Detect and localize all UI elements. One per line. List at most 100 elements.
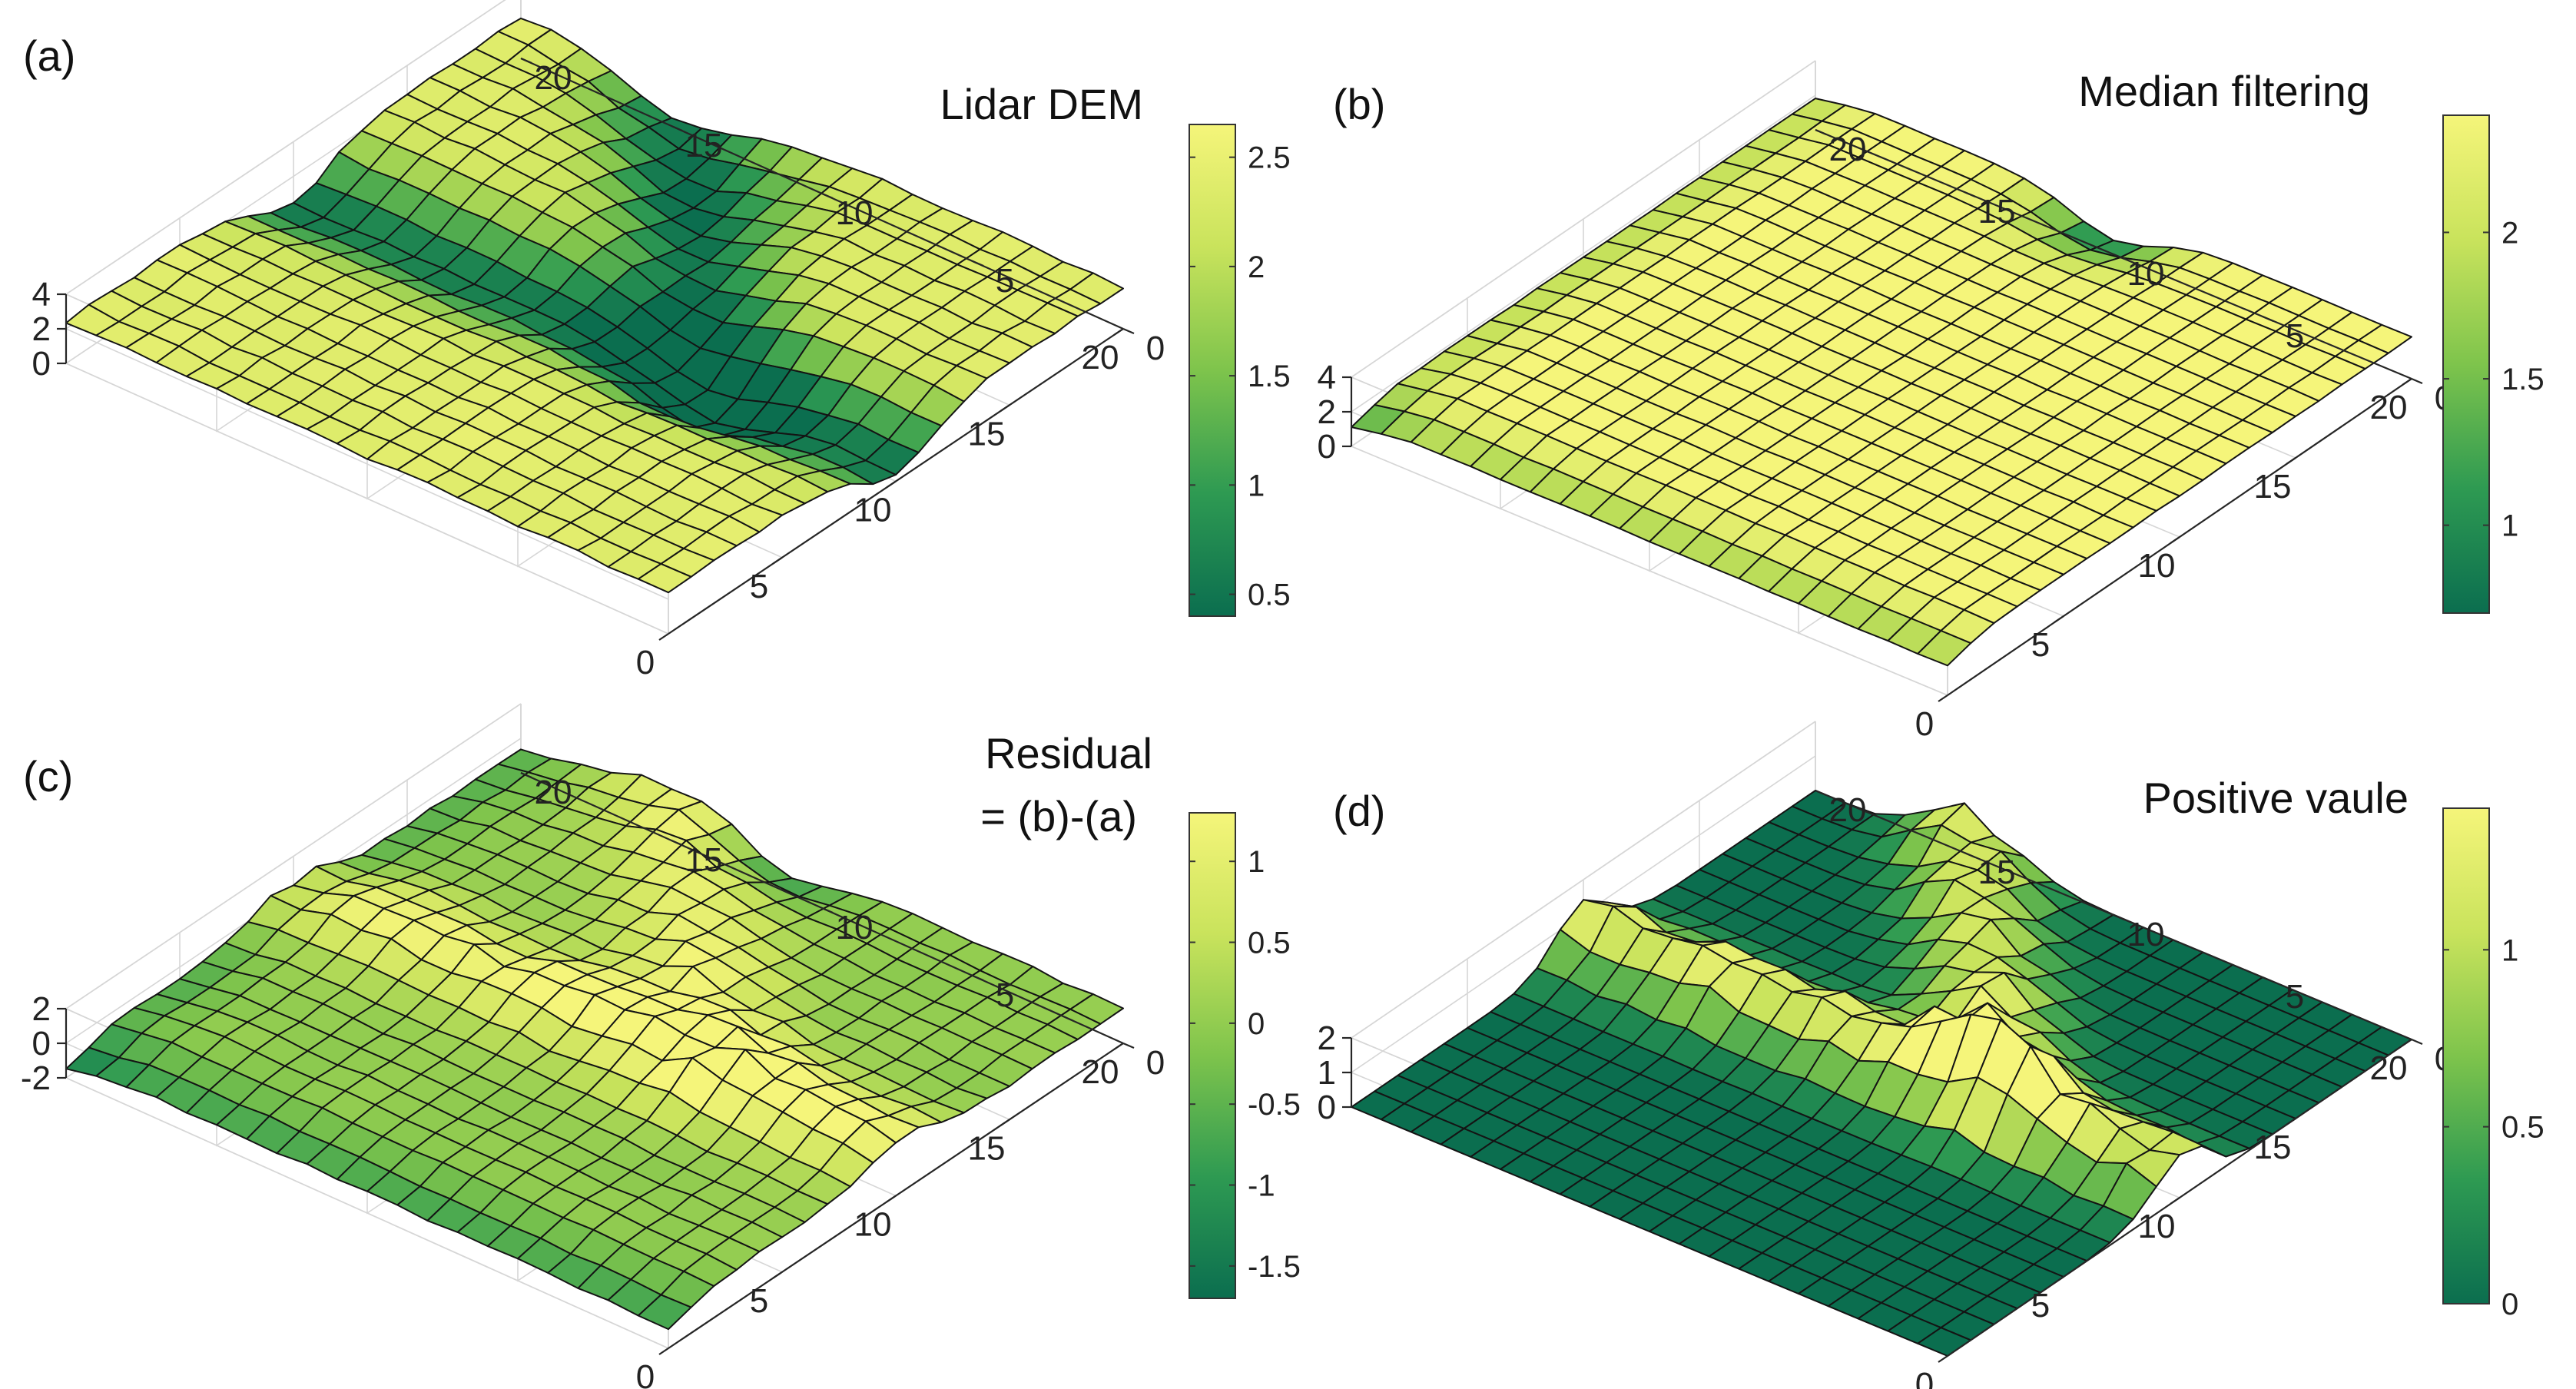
panel-c-colorbar-tick-label: 0.5 xyxy=(1248,927,1291,960)
panel-c-y-tick-label: 15 xyxy=(685,841,723,879)
panel-b-colorbar-tick-label: 1.5 xyxy=(2501,363,2545,396)
panel-a-x-tick-label: 5 xyxy=(750,568,768,605)
panel-c-x-ticks: 20 15 10 5 0 xyxy=(636,1043,1124,1389)
panel-c-colorbar-tick-label: -1 xyxy=(1248,1169,1275,1203)
panel-b-colorbar-fill xyxy=(2443,115,2489,613)
panel-c-colorbar-tick-label: 1 xyxy=(1248,845,1265,879)
panel-a-y-tick-label: 0 xyxy=(1146,330,1165,367)
panel-d-x-tick-label: 0 xyxy=(1915,1366,1934,1389)
panel-c-x-tick-label: 20 xyxy=(1082,1053,1119,1091)
panel-d-y-tick-label: 20 xyxy=(1829,791,1867,829)
panel-b-title: Median filtering xyxy=(2078,67,2370,115)
panel-a-colorbar-tick-label: 2 xyxy=(1248,250,1265,284)
panel-b-surface-facet xyxy=(1917,630,1972,667)
panel-b-x-tick-label: 10 xyxy=(2138,547,2176,585)
panel-c-z-tick-label: 0 xyxy=(32,1025,51,1062)
panel-d-z-tick-label: 0 xyxy=(1318,1089,1336,1126)
panel-a-title: Lidar DEM xyxy=(940,80,1143,128)
panel-c-y-tick-mark xyxy=(671,839,683,847)
panel-c-y-tick-label: 10 xyxy=(836,909,874,946)
panel-c-x-tick-label: 5 xyxy=(750,1282,768,1320)
panel-b-x-ticks: 20 15 10 5 0 xyxy=(1915,378,2412,743)
panel-a-z-tick-label: 0 xyxy=(32,345,51,383)
panel-b-colorbar-tick-label: 1 xyxy=(2501,509,2518,543)
panel-c-y-tick-label: 5 xyxy=(996,976,1014,1014)
panel-c-colorbar-tick-label: -0.5 xyxy=(1248,1088,1301,1122)
panel-a-x-tick-mark xyxy=(772,556,783,565)
panel-d-colorbar-tick-label: 1 xyxy=(2501,933,2518,967)
panel-d-x-tick-mark xyxy=(1938,1355,1948,1363)
panel-c-label: (c) xyxy=(23,752,73,801)
panel-a-colorbar-frame xyxy=(1189,124,1236,617)
panel-a-y-tick-label: 20 xyxy=(535,59,572,97)
panel-c-z-tick-label: 2 xyxy=(32,990,51,1028)
panel-a-x-tick-mark xyxy=(886,480,897,489)
panel-b-y-tick-label: 20 xyxy=(1829,131,1867,168)
panel-b-x-tick-mark xyxy=(2286,457,2296,465)
panel-c-title-line-2: = (b)-(a) xyxy=(980,792,1137,840)
panel-a-y-tick-mark xyxy=(972,260,984,267)
panel-d-x-tick-label: 15 xyxy=(2254,1129,2292,1166)
panel-d-colorbar-tick-label: 0 xyxy=(2501,1288,2518,1321)
panel-b-y-tick-label: 5 xyxy=(2286,317,2304,355)
panel-a-colorbar-tick-label: 1 xyxy=(1248,469,1265,502)
panel-d-y-tick-label: 10 xyxy=(2127,916,2165,953)
panel-c-z-ticks: -202 xyxy=(21,990,66,1097)
panel-a-y-tick-label: 5 xyxy=(996,262,1014,300)
panel-d-y-tick-label: 15 xyxy=(1978,854,2016,891)
panel-a-y-tick-label: 15 xyxy=(685,127,723,164)
panel-c-x-tick-label: 0 xyxy=(636,1358,655,1389)
panel-a-y-tick-mark xyxy=(671,124,683,132)
panel-c-x-tick-label: 15 xyxy=(968,1129,1006,1167)
panel-b-z-ticks: 024 xyxy=(1318,359,1351,466)
panel-c-x-tick-label: 10 xyxy=(854,1206,892,1244)
panel-c-x-tick-mark xyxy=(1000,1119,1010,1127)
panel-d-y-tick-mark xyxy=(1964,851,1976,859)
panel-a-z-tick-label: 2 xyxy=(32,310,51,348)
panel-d-x-tick-mark xyxy=(2286,1118,2296,1125)
panel-a-y-tick-mark xyxy=(1122,327,1135,335)
panel-b-colorbar-tick-label: 2 xyxy=(2501,216,2518,250)
panel-b-y-tick-mark xyxy=(2113,253,2125,260)
panel-a-colorbar-tick-label: 0.5 xyxy=(1248,578,1291,612)
panel-b-x-tick-label: 20 xyxy=(2370,389,2408,426)
panel-c-colorbar-fill xyxy=(1189,813,1235,1298)
panel-a-x-ticks: 20 15 10 5 0 xyxy=(636,328,1124,681)
panel-b-y-tick-mark xyxy=(2411,377,2423,385)
panel-b-colorbar-frame xyxy=(2442,114,2490,614)
panel-d-label: (d) xyxy=(1333,787,1385,835)
panel-c-colorbar-tick-label: 0 xyxy=(1248,1007,1265,1041)
panel-d-title: Positive vaule xyxy=(2143,774,2409,822)
panel-c-x-tick-mark xyxy=(886,1195,897,1203)
panel-a-x-tick-mark xyxy=(1000,404,1010,413)
panel-a-surface-facet xyxy=(637,562,692,594)
panel-a-y-tick-mark xyxy=(821,192,834,200)
panel-c-surface xyxy=(65,748,1124,1331)
panel-c-colorbar-frame xyxy=(1189,812,1236,1299)
panel-d-z-ticks: 012 xyxy=(1318,1019,1351,1126)
panel-d-y-tick-mark xyxy=(2113,913,2125,921)
panel-c-y-tick-mark xyxy=(520,771,532,779)
panel-a-y-tick-label: 10 xyxy=(836,194,874,232)
panel-b-colorbar: 11.52 xyxy=(2442,114,2545,614)
panel-d-colorbar: 00.51 xyxy=(2442,807,2545,1321)
panel-c-y-tick-label: 0 xyxy=(1146,1044,1165,1082)
panel-a-z-tick-label: 4 xyxy=(32,276,51,313)
panel-d-z-tick-label: 2 xyxy=(1318,1019,1336,1057)
panel-b-y-tick-mark xyxy=(1815,128,1827,136)
panel-b-x-tick-mark xyxy=(2402,378,2412,386)
panel-c-surface-facet xyxy=(637,1294,692,1331)
panel-c-colorbar: -1.5 -1 -0.5 0 0.5 1 xyxy=(1189,812,1301,1299)
panel-a-colorbar-fill xyxy=(1189,124,1235,616)
panel-b-y-tick-mark xyxy=(2262,315,2274,323)
panel-c-y-ticks: 0 5 10 15 20 xyxy=(520,771,1165,1082)
panel-c-y-tick-label: 20 xyxy=(535,774,572,811)
panel-a-colorbar-tick-label: 1.5 xyxy=(1248,360,1291,393)
panel-a-surface xyxy=(65,17,1124,594)
panel-a-x-tick-mark xyxy=(1113,328,1124,336)
panel-b-x-tick-label: 15 xyxy=(2254,468,2292,506)
